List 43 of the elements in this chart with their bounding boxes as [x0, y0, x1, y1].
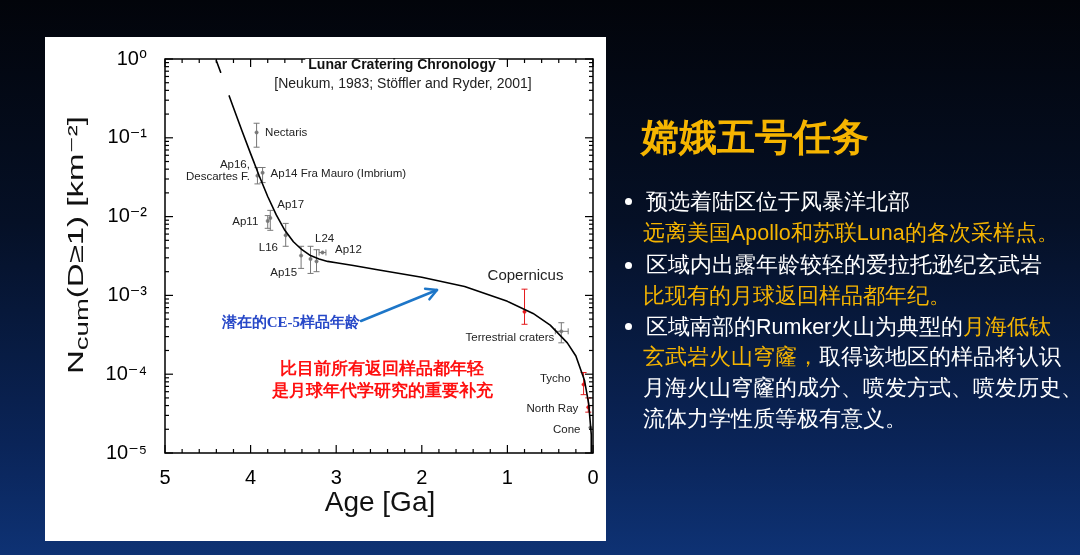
annotation: Ap11 — [232, 215, 259, 228]
annotation: Nectaris — [265, 126, 308, 139]
x-tick-label: 0 — [587, 465, 599, 488]
annotation: L24 — [315, 231, 335, 244]
text: 比现有的月球返回样品都年纪。 — [643, 283, 951, 308]
y-tick-label: 10⁻³ — [107, 282, 148, 305]
annotation: 潜在的CE-5样品年龄 — [220, 314, 361, 331]
x-tick-label: 3 — [330, 465, 342, 488]
annotation: Ap16, Descartes F. — [186, 158, 250, 182]
annotation: Cone — [552, 423, 581, 436]
annotation: North Ray — [526, 402, 579, 415]
text: 取得该地区的样品将认识 — [819, 345, 1061, 369]
text: 区域内出露年龄较轻的爱拉托逊纪玄武岩 — [646, 253, 1042, 277]
text: 远离美国Apollo和苏联Luna的各次采样点。 — [643, 220, 1059, 245]
text: 玄武岩火山穹窿， — [643, 345, 819, 369]
annotation: Copernicus — [487, 266, 564, 284]
annotation: 比目前所有返回样品都年轻 — [280, 358, 484, 377]
y-tick-label: 10⁰ — [116, 46, 147, 69]
annotation: Terrestrial craters — [465, 330, 555, 343]
x-axis-title: Age [Ga] — [324, 486, 436, 518]
y-tick-label: 10⁻⁵ — [105, 440, 147, 463]
text: 嫦娥五号任务 — [641, 115, 869, 160]
text: 预选着陆区位于风暴洋北部 — [646, 189, 910, 214]
x-tick-label: 2 — [416, 465, 428, 488]
y-tick-label: 10⁻¹ — [107, 125, 148, 148]
annotation: L16 — [258, 241, 278, 254]
x-tick-label: 4 — [245, 465, 257, 488]
annotation: 是月球年代学研究的重要补充 — [270, 381, 494, 401]
text: 月海火山穹窿的成分、喷发方式、喷发历史、 — [643, 376, 1080, 401]
chart-title: Lunar Cratering Chronology — [308, 55, 496, 72]
annotation: Ap15 — [270, 265, 298, 278]
annotation: Ap12 — [335, 243, 362, 256]
annotation: Ap17 — [277, 197, 305, 210]
annotation: Tycho — [539, 371, 571, 384]
y-tick-label: 10⁻² — [107, 204, 148, 227]
x-tick-label: 5 — [159, 465, 171, 488]
x-tick-label: 1 — [501, 465, 513, 488]
annotation: Ap14 Fra Mauro (Imbrium) — [270, 166, 407, 179]
text: 区域南部的Rumker火山为典型的 — [646, 314, 964, 339]
text: 月海低钛 — [963, 314, 1052, 339]
y-tick-label: 10⁻⁴ — [105, 361, 147, 384]
text: [Neukum, 1983; Stöffler and Ryder, 2001] — [274, 75, 532, 92]
text: 流体力学性质等极有意义。 — [643, 406, 907, 431]
